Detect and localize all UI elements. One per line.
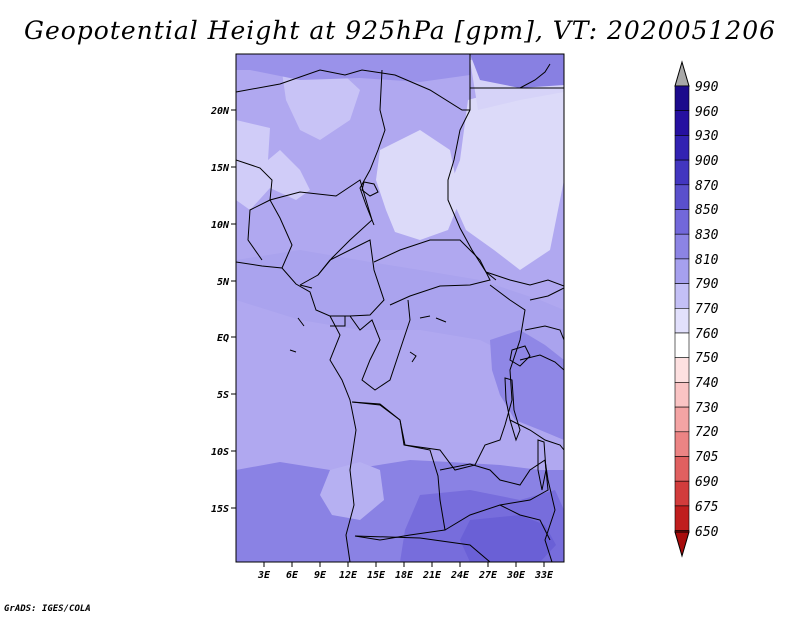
- colorbar-label-960: 960: [695, 105, 719, 120]
- colorbar-swatch-810: [674, 258, 690, 284]
- lake-chad: [361, 181, 379, 197]
- colorbar-swatch-790: [674, 283, 690, 309]
- border-congo-internal: [330, 315, 346, 327]
- lon-label-21e: 21E: [422, 570, 442, 581]
- border-congo-drc: [349, 299, 411, 391]
- lat-label-20n: 20N: [210, 106, 230, 117]
- lat-label-10n: 10N: [211, 220, 230, 231]
- colorbar-label-760: 760: [695, 327, 719, 342]
- coastline-west: [236, 261, 357, 562]
- colorbar-swatch-770: [674, 307, 690, 334]
- colorbar-swatch-705: [674, 456, 690, 482]
- colorbar-swatch-990: [674, 85, 690, 112]
- border-cameroon: [317, 239, 385, 317]
- colorbar-swatch-930: [674, 135, 690, 161]
- lon-label-15e: 15E: [367, 570, 386, 581]
- colorbar-label-900: 900: [695, 154, 719, 169]
- lake-tanganyika: [504, 377, 521, 442]
- colorbar-label-990: 990: [695, 80, 719, 95]
- chart-title: Geopotential Height at 925hPa [gpm], VT:…: [23, 16, 777, 45]
- field-light-sudan: [448, 80, 564, 270]
- lakes-central: [409, 315, 447, 363]
- colorbar-swatch-870: [674, 184, 690, 210]
- colorbar-swatch-750: [674, 357, 690, 383]
- colorbar-bottom-triangle: [674, 531, 690, 558]
- colorbar-label-705: 705: [695, 450, 719, 465]
- colorbar-label-730: 730: [695, 401, 719, 416]
- field-southwest-dark: [236, 495, 300, 562]
- colorbar-label-740: 740: [695, 376, 719, 391]
- lake-victoria: [509, 345, 531, 367]
- border-chad-sudan: [447, 54, 497, 281]
- colorbar-label-850: 850: [695, 203, 719, 218]
- border-angola: [351, 401, 446, 541]
- lon-label-33e: 33E: [534, 570, 554, 581]
- field-light-northwest: [236, 120, 310, 210]
- colorbar-swatch-675: [674, 505, 690, 531]
- border-niger-chad: [359, 69, 386, 226]
- lon-axis: 3E 6E 9E 12E 15E 18E 21E 24E 27E 30E 33E: [257, 562, 554, 581]
- colorbar-label-870: 870: [695, 179, 719, 194]
- lake-malawi: [537, 439, 547, 491]
- lat-label-5n: 5N: [217, 277, 230, 288]
- lon-label-3e: 3E: [257, 570, 271, 581]
- field-dark-north-strip: [236, 54, 470, 82]
- colorbar-swatch-830: [674, 233, 690, 260]
- borders: [236, 54, 564, 562]
- lon-label-12e: 12E: [339, 570, 358, 581]
- map-frame: [235, 53, 565, 563]
- lon-label-18e: 18E: [395, 570, 414, 581]
- colorbar-swatch-760: [674, 332, 690, 359]
- colorbar-label-675: 675: [695, 500, 719, 515]
- lon-label-30e: 30E: [506, 570, 526, 581]
- border-tanzania: [509, 419, 564, 562]
- colorbar-label-790: 790: [695, 277, 719, 292]
- map-panel: [236, 54, 564, 562]
- colorbar-top-triangle: [674, 60, 690, 87]
- colorbar-label-830: 830: [695, 228, 719, 243]
- lon-label-27e: 27E: [478, 570, 498, 581]
- border-east-africa: [519, 287, 564, 371]
- colorbar-label-720: 720: [695, 425, 719, 440]
- lat-label-15n: 15N: [211, 163, 230, 174]
- inland-water-west: [289, 284, 313, 353]
- lat-label-10s: 10S: [211, 447, 229, 458]
- border-namibia-botswana: [354, 535, 491, 562]
- colorbar-label-690: 690: [695, 475, 719, 490]
- lat-label-5s: 5S: [217, 390, 229, 401]
- field-light-chad: [376, 130, 460, 240]
- lat-label-eq: EQ: [217, 333, 229, 344]
- border-ethiopia: [485, 271, 564, 287]
- lat-label-15s: 15S: [211, 504, 229, 515]
- border-zimbabwe-mozambique: [499, 504, 551, 541]
- colorbar-label-750: 750: [695, 351, 719, 366]
- colorbar-label-770: 770: [695, 302, 719, 317]
- colorbar-label-810: 810: [695, 253, 719, 268]
- colorbar: 990 960 930 900 870 850 830 810 790 770 …: [674, 60, 719, 558]
- colorbar-swatch-730: [674, 406, 690, 433]
- lon-label-24e: 24E: [450, 570, 470, 581]
- colorbar-swatch-850: [674, 209, 690, 235]
- lat-axis: 20N 15N 10N 5N EQ 5S 10S 15S: [210, 106, 236, 515]
- colorbar-label-650: 650: [695, 525, 719, 540]
- field-dark-northeast: [470, 54, 564, 88]
- lon-label-6e: 6E: [286, 570, 299, 581]
- colorbar-swatch-740: [674, 382, 690, 408]
- colorbar-label-930: 930: [695, 129, 719, 144]
- border-car: [373, 239, 491, 306]
- colorbar-swatch-690: [674, 480, 690, 507]
- field-southeast-darker: [460, 515, 556, 562]
- colorbar-swatch-960: [674, 110, 690, 136]
- red-sea-coast: [519, 63, 551, 89]
- colorbar-swatch-720: [674, 431, 690, 457]
- border-west-sahel: [236, 159, 273, 261]
- border-mali-niger: [236, 69, 470, 111]
- lon-label-9e: 9E: [314, 570, 327, 581]
- colorbar-swatch-900: [674, 159, 690, 186]
- footer-credit: GrADS: IGES/COLA: [4, 604, 91, 614]
